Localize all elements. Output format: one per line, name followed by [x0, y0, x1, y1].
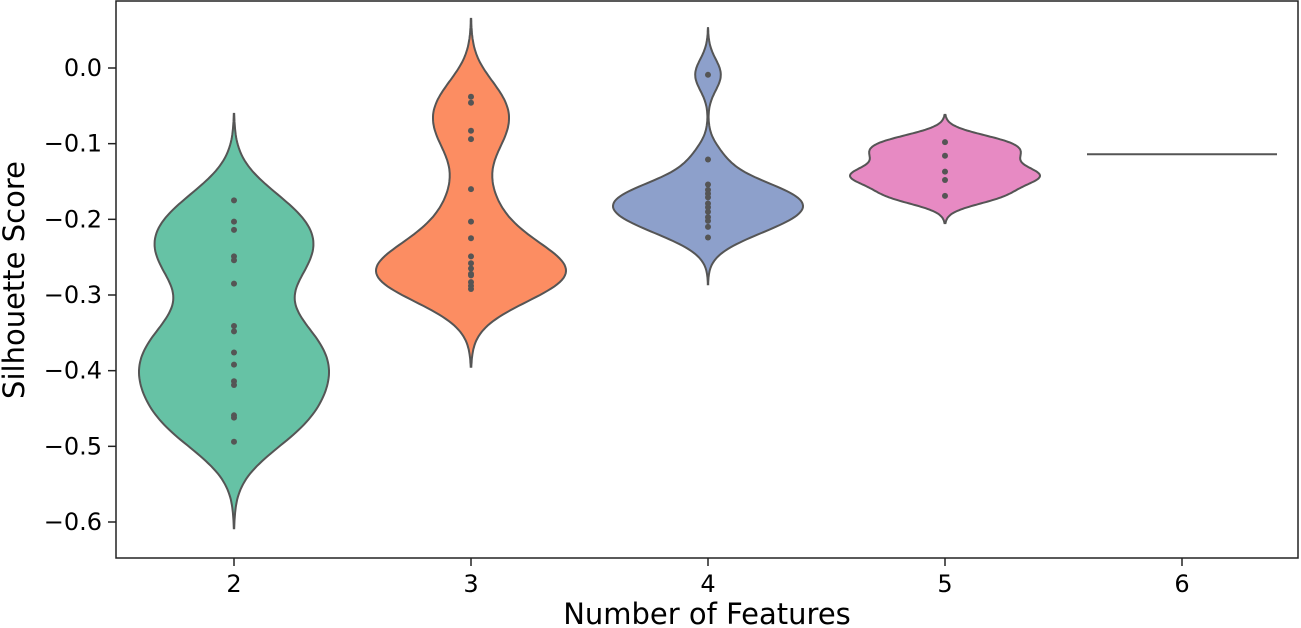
- point-3: [468, 265, 474, 272]
- data-points: [231, 71, 948, 445]
- x-tick-label: 3: [463, 570, 478, 598]
- y-axis: 0.0 −0.1 −0.2 −0.3 −0.4 −0.5 −0.6: [44, 54, 116, 536]
- violin-2: [138, 112, 330, 530]
- point-4: [705, 194, 711, 201]
- point-5: [942, 152, 948, 159]
- point-3: [468, 253, 474, 260]
- point-4: [705, 181, 711, 188]
- point-2: [231, 382, 237, 389]
- point-2: [231, 218, 237, 225]
- point-2: [231, 226, 237, 233]
- point-2: [231, 414, 237, 421]
- y-tick-label: −0.3: [44, 281, 102, 309]
- y-tick-label: −0.2: [44, 205, 102, 233]
- point-4: [705, 71, 711, 78]
- point-4: [705, 234, 711, 241]
- point-3: [468, 127, 474, 134]
- point-5: [942, 192, 948, 199]
- point-4: [705, 208, 711, 215]
- point-2: [231, 361, 237, 368]
- point-4: [705, 217, 711, 224]
- point-2: [231, 438, 237, 445]
- point-2: [231, 323, 237, 330]
- point-3: [468, 235, 474, 242]
- point-2: [231, 257, 237, 264]
- point-2: [231, 349, 237, 356]
- x-tick-label: 4: [700, 570, 715, 598]
- point-3: [468, 272, 474, 279]
- point-4: [705, 204, 711, 211]
- y-tick-label: 0.0: [64, 54, 102, 82]
- x-tick-label: 2: [226, 570, 241, 598]
- point-3: [468, 260, 474, 267]
- x-axis: 2 3 4 5 6: [226, 558, 1190, 598]
- violin-3: [374, 17, 568, 368]
- point-4: [705, 223, 711, 230]
- x-axis-label: Number of Features: [563, 597, 851, 628]
- violins: [138, 17, 1277, 530]
- point-4: [705, 156, 711, 163]
- y-tick-label: −0.5: [44, 432, 102, 460]
- y-tick-label: −0.6: [44, 508, 102, 536]
- plot-frame: [115, 0, 1299, 559]
- point-3: [468, 186, 474, 193]
- point-5: [942, 168, 948, 175]
- x-tick-label: 6: [1174, 570, 1189, 598]
- x-tick-label: 5: [937, 570, 952, 598]
- point-2: [231, 328, 237, 335]
- violin-4: [611, 27, 805, 286]
- point-5: [942, 139, 948, 146]
- point-5: [942, 176, 948, 183]
- point-2: [231, 280, 237, 287]
- y-tick-label: −0.4: [44, 357, 102, 385]
- y-tick-label: −0.1: [44, 130, 102, 158]
- point-3: [468, 136, 474, 143]
- point-3: [468, 99, 474, 106]
- point-3: [468, 93, 474, 100]
- point-3: [468, 218, 474, 225]
- point-2: [231, 197, 237, 204]
- point-3: [468, 285, 474, 292]
- y-axis-label: Silhouette Score: [0, 161, 31, 399]
